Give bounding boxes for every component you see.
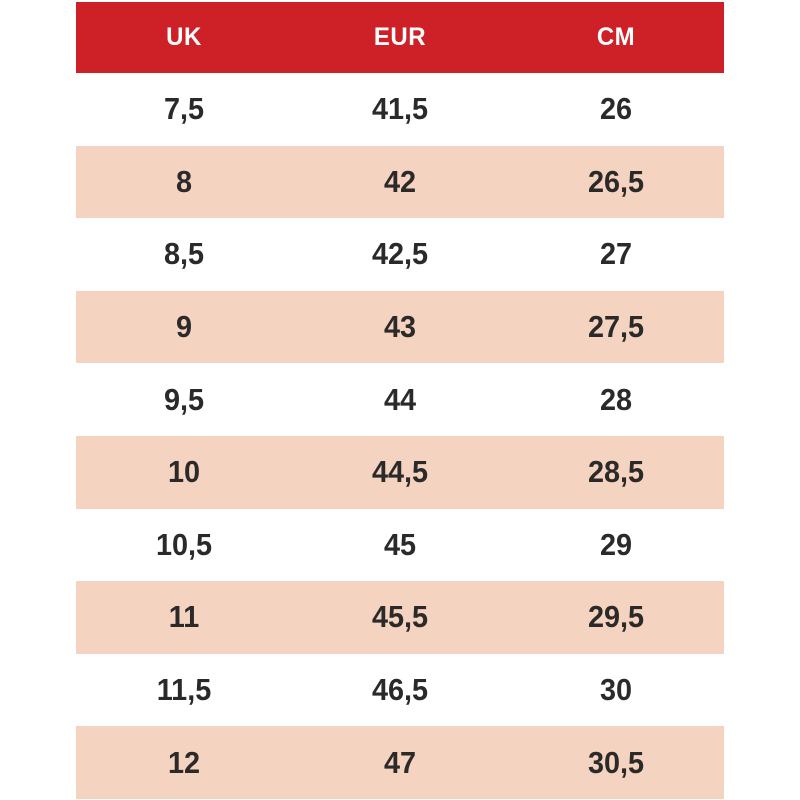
table-row: 10,5 45 29 bbox=[76, 508, 724, 582]
table-cell: 45,5 bbox=[371, 599, 429, 635]
table-cell: 10 bbox=[167, 454, 201, 490]
table-cell: 28 bbox=[599, 381, 633, 417]
table-row: 9 43 27,5 bbox=[76, 290, 724, 364]
table-cell: 11,5 bbox=[156, 672, 212, 708]
table-row: 7,5 41,5 26 bbox=[76, 73, 724, 146]
table-cell: 42 bbox=[383, 163, 417, 199]
table-header-row: UK EUR CM bbox=[76, 2, 724, 73]
table-cell: 41,5 bbox=[371, 91, 429, 127]
table-cell: 26,5 bbox=[587, 163, 645, 199]
table-row: 8 42 26,5 bbox=[76, 145, 724, 219]
table-row: 11 45,5 29,5 bbox=[76, 581, 724, 654]
column-header-cm: CM bbox=[596, 23, 636, 51]
table-cell: 30 bbox=[599, 672, 633, 708]
size-conversion-table: UK EUR CM 7,5 41,5 26 8 42 26,5 8,5 42,5 27 9 43 27… bbox=[76, 2, 724, 799]
table-cell: 47 bbox=[383, 744, 417, 780]
table-row: 11,5 46,5 30 bbox=[76, 653, 724, 727]
table-cell: 9,5 bbox=[163, 381, 205, 417]
table-row: 10 44,5 28,5 bbox=[76, 435, 724, 509]
table-cell: 43 bbox=[383, 309, 417, 345]
table-row: 12 47 30,5 bbox=[76, 726, 724, 799]
table-cell: 11 bbox=[168, 599, 200, 635]
table-cell: 26 bbox=[599, 91, 633, 127]
column-header-eur: EUR bbox=[373, 23, 427, 51]
table-cell: 30,5 bbox=[587, 744, 645, 780]
table-cell: 45 bbox=[383, 526, 417, 562]
table-cell: 42,5 bbox=[371, 236, 429, 272]
table-cell: 10,5 bbox=[155, 526, 213, 562]
table-cell: 27 bbox=[599, 236, 633, 272]
table-row: 9,5 44 28 bbox=[76, 363, 724, 436]
table-cell: 28,5 bbox=[587, 454, 645, 490]
table-cell: 46,5 bbox=[371, 672, 429, 708]
table-row: 8,5 42,5 27 bbox=[76, 218, 724, 291]
table-cell: 9 bbox=[175, 309, 193, 345]
table-cell: 29 bbox=[599, 526, 633, 562]
column-header-uk: UK bbox=[166, 23, 202, 51]
table-cell: 8,5 bbox=[163, 236, 205, 272]
table-cell: 7,5 bbox=[163, 91, 205, 127]
table-cell: 27,5 bbox=[587, 309, 645, 345]
table-cell: 12 bbox=[167, 744, 201, 780]
table-cell: 8 bbox=[175, 163, 193, 199]
table-cell: 44,5 bbox=[371, 454, 429, 490]
table-cell: 44 bbox=[383, 381, 417, 417]
table-body: 7,5 41,5 26 8 42 26,5 8,5 42,5 27 9 43 27,5 9,5 44 28 1… bbox=[76, 73, 724, 799]
table-cell: 29,5 bbox=[587, 599, 645, 635]
